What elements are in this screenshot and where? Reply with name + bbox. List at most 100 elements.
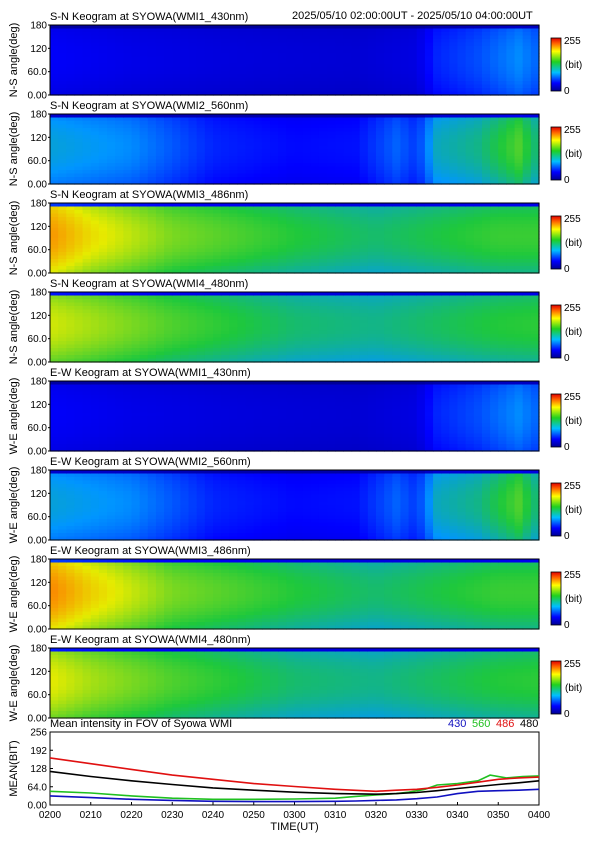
heatmap-cell	[359, 77, 369, 82]
heatmap-cell	[278, 152, 287, 157]
heatmap-cell	[310, 53, 320, 58]
heatmap-cell	[498, 241, 507, 246]
heatmap-cell	[270, 259, 279, 264]
heatmap-cell	[376, 35, 385, 40]
heatmap-cell	[50, 430, 59, 435]
heatmap-cell	[392, 173, 402, 178]
heatmap-cell	[253, 180, 263, 185]
heatmap-cell	[66, 381, 76, 386]
heatmap-cell	[498, 166, 507, 171]
heatmap-cell	[408, 152, 418, 157]
heatmap-cell	[204, 138, 214, 143]
heatmap-cell	[115, 241, 124, 246]
heatmap-cell	[367, 138, 377, 143]
heatmap-cell	[147, 128, 157, 133]
heatmap-cell	[424, 210, 434, 215]
heatmap-cell	[530, 91, 540, 96]
heatmap-cell	[204, 152, 214, 157]
heatmap-cell	[473, 231, 483, 236]
heatmap-cell	[131, 295, 141, 300]
heatmap-cell	[155, 32, 165, 37]
heatmap-cell	[123, 341, 133, 346]
heatmap-cell	[302, 49, 312, 54]
heatmap-cell	[384, 330, 393, 335]
heatmap-cell	[498, 266, 507, 271]
heatmap-cell	[433, 32, 442, 37]
heatmap-cell	[335, 348, 344, 353]
heatmap-cell	[449, 46, 459, 51]
heatmap-cell	[465, 259, 475, 264]
heatmap-cell	[204, 341, 214, 346]
heatmap-cell	[351, 337, 361, 342]
heatmap-cell	[221, 295, 230, 300]
heatmap-cell	[384, 252, 393, 257]
heatmap-cell	[327, 327, 336, 332]
heatmap-cell	[465, 295, 475, 300]
heatmap-cell	[490, 224, 499, 229]
heatmap-cell	[253, 337, 263, 342]
heatmap-cell	[196, 114, 206, 119]
heatmap-cell	[416, 302, 426, 307]
heatmap-cell	[50, 262, 59, 267]
heatmap-cell	[343, 234, 353, 239]
heatmap-cell	[424, 262, 434, 267]
heatmap-cell	[180, 149, 190, 154]
heatmap-cell	[229, 252, 239, 257]
heatmap-cell	[147, 77, 157, 82]
heatmap-cell	[286, 341, 296, 346]
heatmap-cell	[58, 309, 67, 314]
heatmap-cell	[514, 163, 524, 168]
heatmap-cell	[196, 135, 206, 140]
heatmap-cell	[424, 295, 434, 300]
heatmap-cell	[180, 124, 190, 129]
heatmap-cell	[131, 128, 141, 133]
heatmap-cell	[343, 227, 353, 232]
heatmap-cell	[343, 269, 353, 274]
heatmap-cell	[400, 173, 410, 178]
heatmap-cell	[441, 302, 450, 307]
heatmap-cell	[522, 117, 532, 122]
heatmap-cell	[318, 135, 328, 140]
heatmap-cell	[424, 348, 434, 353]
heatmap-cell	[229, 269, 239, 274]
heatmap-cell	[204, 84, 214, 89]
heatmap-cell	[318, 180, 328, 185]
heatmap-cell	[498, 206, 507, 211]
heatmap-cell	[522, 142, 532, 147]
heatmap-cell	[245, 313, 255, 318]
heatmap-cell	[58, 49, 67, 54]
heatmap-cell	[408, 330, 418, 335]
heatmap-cell	[294, 177, 304, 182]
heatmap-cell	[343, 152, 353, 157]
heatmap-cell	[335, 56, 344, 61]
heatmap-cell	[408, 299, 418, 304]
heatmap-cell	[261, 152, 271, 157]
heatmap-cell	[416, 227, 426, 232]
heatmap-cell	[343, 124, 353, 129]
heatmap-cell	[107, 217, 116, 222]
heatmap-cell	[530, 355, 540, 360]
heatmap-cell	[278, 295, 287, 300]
heatmap-cell	[74, 255, 84, 260]
heatmap-cell	[408, 210, 418, 215]
heatmap-cell	[107, 220, 116, 225]
heatmap-cell	[196, 25, 206, 30]
heatmap-cell	[294, 341, 304, 346]
heatmap-cell	[384, 149, 393, 154]
heatmap-cell	[367, 341, 377, 346]
heatmap-cell	[66, 316, 76, 321]
heatmap-cell	[172, 309, 181, 314]
heatmap-cell	[229, 295, 239, 300]
heatmap-cell	[188, 149, 198, 154]
heatmap-cell	[188, 210, 198, 215]
heatmap-cell	[123, 77, 133, 82]
heatmap-cell	[213, 91, 222, 96]
heatmap-cell	[449, 245, 459, 250]
heatmap-cell	[351, 255, 361, 260]
heatmap-cell	[115, 358, 124, 363]
heatmap-cell	[335, 234, 344, 239]
heatmap-cell	[82, 25, 92, 30]
heatmap-cell	[367, 266, 377, 271]
heatmap-cell	[90, 67, 100, 72]
heatmap-cell	[188, 128, 198, 133]
